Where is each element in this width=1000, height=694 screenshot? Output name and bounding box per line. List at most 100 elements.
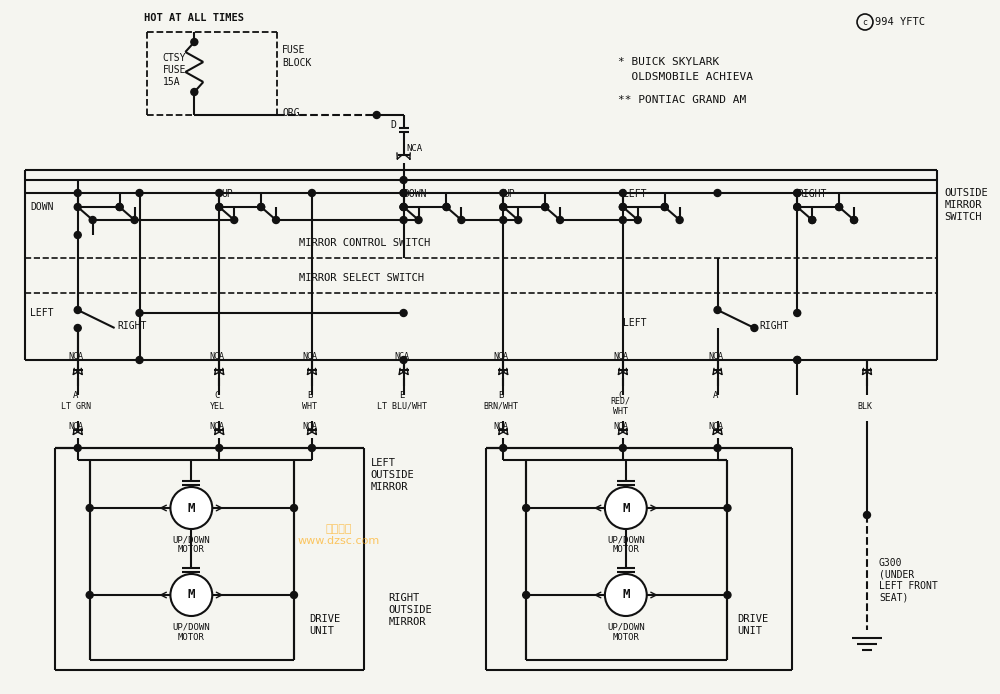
Text: OLDSMOBILE ACHIEVA: OLDSMOBILE ACHIEVA [618,72,753,82]
Circle shape [500,189,507,196]
Text: MOTOR: MOTOR [178,545,205,555]
Text: C: C [618,391,624,400]
Text: MOTOR: MOTOR [612,545,639,555]
Text: MIRROR CONTROL SWITCH: MIRROR CONTROL SWITCH [299,238,430,248]
Circle shape [136,189,143,196]
Circle shape [661,203,668,210]
Text: B: B [307,391,313,400]
Circle shape [443,203,450,210]
Circle shape [415,217,422,223]
Circle shape [794,203,801,210]
Circle shape [191,38,198,46]
Text: * BUICK SKYLARK: * BUICK SKYLARK [618,57,719,67]
Circle shape [400,189,407,196]
Circle shape [794,357,801,364]
Text: MIRROR SELECT SWITCH: MIRROR SELECT SWITCH [299,273,424,283]
Circle shape [500,203,507,210]
Text: LEFT: LEFT [623,318,646,328]
Circle shape [619,203,626,210]
Text: M: M [622,502,630,514]
Text: OUTSIDE
MIRROR
SWITCH: OUTSIDE MIRROR SWITCH [945,188,988,221]
Circle shape [809,217,816,223]
Circle shape [131,217,138,223]
Text: E: E [399,391,404,400]
Text: NCA: NCA [394,351,409,360]
Circle shape [851,217,858,223]
Text: M: M [188,502,195,514]
Circle shape [231,217,238,223]
Circle shape [400,203,407,210]
Circle shape [724,591,731,598]
Text: M: M [188,589,195,602]
Circle shape [400,189,407,196]
Circle shape [751,325,758,332]
Text: A: A [73,391,78,400]
Text: UP: UP [503,189,515,199]
Circle shape [216,203,223,210]
Circle shape [515,217,522,223]
Text: NCA: NCA [68,351,83,360]
Text: 15A: 15A [162,77,180,87]
Text: LEFT: LEFT [623,189,646,199]
Text: BRN/WHT: BRN/WHT [484,402,519,410]
Circle shape [864,511,870,518]
Text: UP/DOWN: UP/DOWN [173,623,210,632]
Circle shape [216,444,223,452]
Text: NCA: NCA [302,351,317,360]
Circle shape [458,217,465,223]
Text: A: A [713,391,718,400]
Circle shape [634,217,641,223]
Circle shape [290,591,297,598]
Circle shape [661,203,668,210]
Text: NCA: NCA [494,421,509,430]
Circle shape [74,307,81,314]
Circle shape [74,189,81,196]
Text: B: B [499,391,504,400]
Circle shape [836,203,843,210]
Circle shape [714,444,721,452]
Circle shape [86,591,93,598]
Text: D: D [391,120,397,130]
Circle shape [605,574,647,616]
Circle shape [523,505,530,511]
Circle shape [170,574,212,616]
Text: NCA: NCA [494,351,509,360]
Circle shape [308,189,315,196]
Text: UP/DOWN: UP/DOWN [607,623,645,632]
Text: BLK: BLK [858,402,873,410]
Text: YEL: YEL [210,402,225,410]
Circle shape [794,189,801,196]
Text: NCA: NCA [302,421,317,430]
Text: NCA: NCA [613,421,628,430]
Circle shape [714,189,721,196]
Text: LEFT: LEFT [30,308,53,318]
Circle shape [619,444,626,452]
Circle shape [500,444,507,452]
Circle shape [290,505,297,511]
Circle shape [500,217,507,223]
Circle shape [724,505,731,511]
Text: RIGHT: RIGHT [797,189,827,199]
Text: DOWN: DOWN [404,189,427,199]
Text: BLOCK: BLOCK [282,58,311,68]
Text: RED/
WHT: RED/ WHT [611,396,631,416]
Text: HOT AT ALL TIMES: HOT AT ALL TIMES [144,13,244,23]
Circle shape [86,505,93,511]
Circle shape [216,203,223,210]
Circle shape [443,203,450,210]
Circle shape [258,203,265,210]
Text: MOTOR: MOTOR [178,632,205,641]
Text: NCA: NCA [210,351,225,360]
Text: NCA: NCA [708,421,723,430]
Text: G300
(UNDER
LEFT FRONT
SEAT): G300 (UNDER LEFT FRONT SEAT) [879,557,938,602]
Circle shape [74,325,81,332]
Circle shape [74,232,81,239]
Text: LT BLU/WHT: LT BLU/WHT [377,402,427,410]
Text: CTSY: CTSY [162,53,186,63]
Text: RIGHT: RIGHT [118,321,147,331]
Text: NCA: NCA [708,351,723,360]
Circle shape [136,357,143,364]
Text: RIGHT
OUTSIDE
MIRROR: RIGHT OUTSIDE MIRROR [389,593,432,627]
Circle shape [116,203,123,210]
Circle shape [557,217,564,223]
